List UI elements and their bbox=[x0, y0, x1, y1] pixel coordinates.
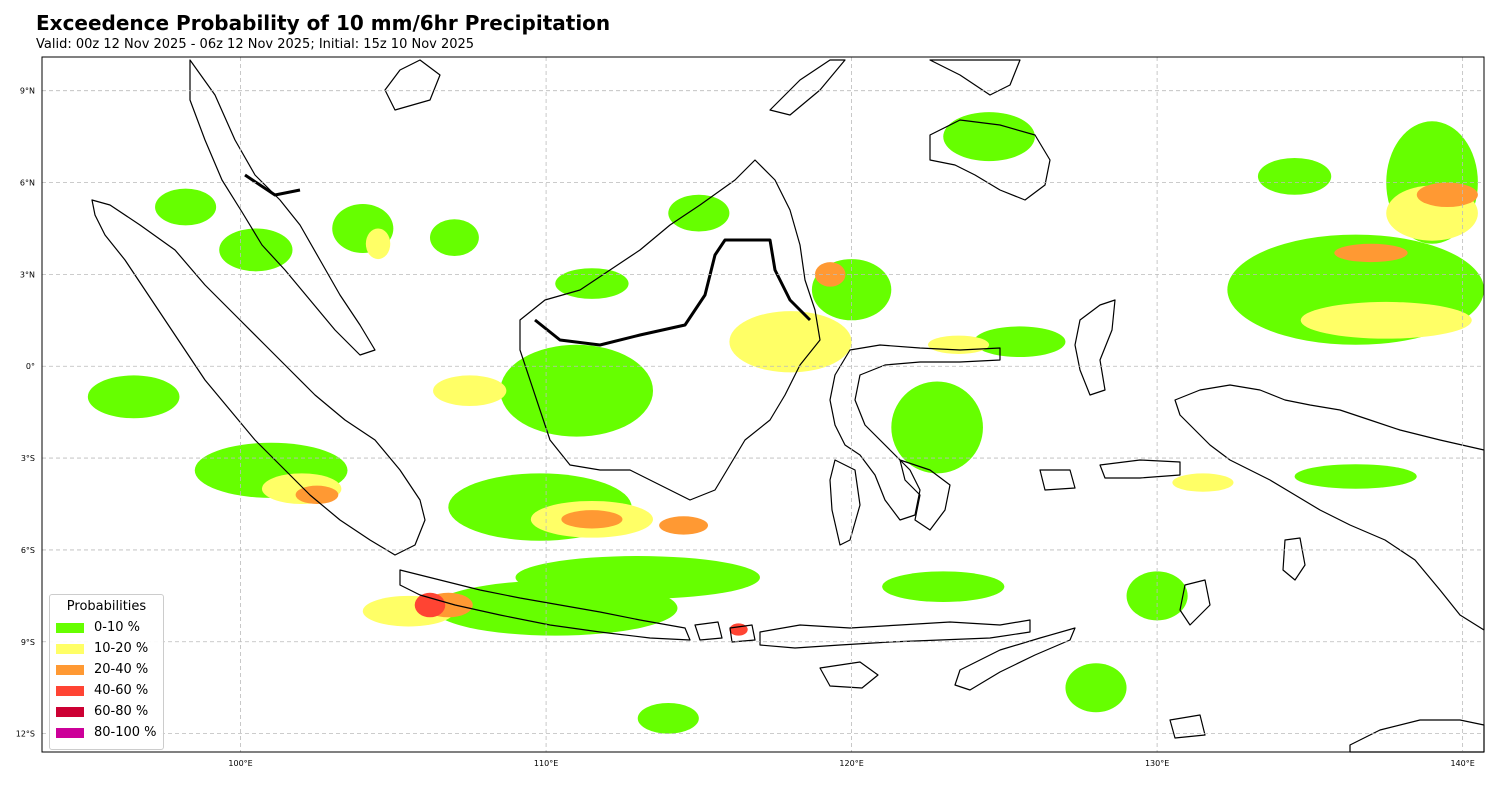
precip-area-5 bbox=[668, 194, 730, 232]
precip-area-21 bbox=[1065, 663, 1127, 713]
coastline-layer bbox=[91, 59, 1485, 753]
legend-swatch bbox=[56, 664, 84, 675]
legend-item: 10-20 % bbox=[56, 638, 157, 659]
axis-tick-labels: 100°E 110°E 120°E 130°E 140°E 9°N 6°N 3°N 0° 3°S 6… bbox=[16, 87, 1475, 768]
legend-label: 40-60 % bbox=[94, 683, 149, 698]
precip-area-25 bbox=[1300, 301, 1472, 339]
precip-area-40 bbox=[814, 262, 846, 287]
map-frame bbox=[41, 56, 1485, 753]
coastline-sulawesi-southeast bbox=[829, 459, 951, 546]
coastline-sumba bbox=[819, 661, 879, 689]
legend-swatch bbox=[56, 643, 84, 654]
coastline-nusa-tenggara bbox=[759, 619, 1031, 649]
precip-area-36 bbox=[659, 516, 709, 535]
precip-area-15 bbox=[973, 326, 1066, 358]
precip-area-1 bbox=[219, 228, 293, 272]
precip-area-34 bbox=[295, 485, 339, 505]
precip-area-41 bbox=[414, 592, 446, 618]
lat-tick-label: 3°S bbox=[21, 454, 35, 463]
legend-label: 0-10 % bbox=[94, 620, 140, 635]
precip-area-38 bbox=[1334, 243, 1408, 263]
precip-area-8 bbox=[87, 375, 180, 419]
coastline-sulawesi bbox=[829, 344, 1001, 521]
coastline-philippines bbox=[769, 59, 1021, 116]
legend-label: 60-80 % bbox=[94, 704, 149, 719]
legend-items: 0-10 % 10-20 % 20-40 % 40-60 % 60-80 % 80-100… bbox=[56, 617, 157, 743]
precip-area-7 bbox=[943, 112, 1035, 162]
precip-area-39 bbox=[1416, 182, 1478, 208]
coastline-borneo bbox=[519, 159, 821, 501]
precip-area-42 bbox=[729, 623, 748, 636]
precip-area-24 bbox=[729, 311, 852, 373]
legend-swatch bbox=[56, 622, 84, 633]
coastline-indochina bbox=[384, 59, 441, 111]
legend-item: 0-10 % bbox=[56, 617, 157, 638]
precip-area-14 bbox=[891, 381, 983, 474]
border-layer bbox=[244, 173, 812, 347]
precip-area-33 bbox=[365, 228, 391, 260]
coastline-sumatra bbox=[91, 199, 426, 556]
precip-area-30 bbox=[433, 375, 507, 407]
precip-area-19 bbox=[1126, 571, 1188, 621]
lat-tick-label: 9°S bbox=[21, 638, 35, 647]
precip-area-23 bbox=[1294, 464, 1417, 489]
lat-tick-label: 9°N bbox=[20, 87, 35, 96]
coastline-new-guinea bbox=[1174, 384, 1485, 631]
map-subtitle: Valid: 00z 12 Nov 2025 - 06z 12 Nov 2025… bbox=[36, 37, 475, 52]
precip-area-12 bbox=[433, 580, 678, 636]
lon-tick-label: 100°E bbox=[228, 759, 252, 768]
precip-area-13 bbox=[500, 344, 654, 437]
coastline-aru-islands bbox=[1282, 537, 1306, 581]
legend-label: 80-100 % bbox=[94, 725, 157, 740]
legend-title: Probabilities bbox=[66, 599, 147, 614]
border-malaysia-thailand bbox=[244, 173, 301, 197]
coastline-bali-lombok bbox=[694, 621, 756, 643]
lat-tick-label: 12°S bbox=[16, 730, 35, 739]
legend-item: 20-40 % bbox=[56, 659, 157, 680]
precip-area-20 bbox=[882, 571, 1005, 602]
coastline-java bbox=[399, 569, 691, 641]
legend-swatch bbox=[56, 727, 84, 738]
precip-area-35 bbox=[561, 510, 623, 529]
lon-tick-label: 140°E bbox=[1450, 759, 1474, 768]
legend-item: 60-80 % bbox=[56, 701, 157, 722]
lat-tick-label: 0° bbox=[26, 362, 35, 371]
coastline-mindanao bbox=[929, 119, 1051, 201]
precip-area-31 bbox=[1172, 473, 1234, 492]
lat-tick-label: 6°N bbox=[20, 179, 35, 188]
coastline-seram bbox=[1039, 459, 1181, 491]
legend-swatch bbox=[56, 706, 84, 717]
lon-tick-label: 120°E bbox=[839, 759, 863, 768]
map-title: Exceedence Probability of 10 mm/6hr Prec… bbox=[36, 11, 611, 35]
legend-item: 40-60 % bbox=[56, 680, 157, 701]
coastline-tanimbar bbox=[1179, 579, 1211, 626]
lon-tick-label: 130°E bbox=[1145, 759, 1169, 768]
precipitation-layer bbox=[87, 112, 1484, 734]
lat-tick-label: 6°S bbox=[21, 546, 35, 555]
precip-area-0 bbox=[155, 188, 217, 226]
coastline-malay-peninsula bbox=[189, 59, 376, 356]
precip-area-32 bbox=[927, 335, 990, 354]
lon-tick-label: 110°E bbox=[534, 759, 558, 768]
coastline-halmahera bbox=[1074, 299, 1116, 396]
grid-layer bbox=[42, 57, 1484, 752]
legend-swatch bbox=[56, 685, 84, 696]
lat-tick-label: 3°N bbox=[20, 270, 35, 279]
legend-label: 20-40 % bbox=[94, 662, 149, 677]
border-borneo bbox=[534, 238, 812, 347]
legend-label: 10-20 % bbox=[94, 641, 149, 656]
precip-area-22 bbox=[637, 703, 699, 734]
coastline-timor bbox=[954, 627, 1076, 691]
precip-area-18 bbox=[1257, 158, 1332, 195]
legend: Probabilities 0-10 % 10-20 % 20-40 % 40-60 … bbox=[49, 594, 164, 750]
legend-item: 80-100 % bbox=[56, 722, 157, 743]
precip-area-3 bbox=[429, 219, 479, 257]
